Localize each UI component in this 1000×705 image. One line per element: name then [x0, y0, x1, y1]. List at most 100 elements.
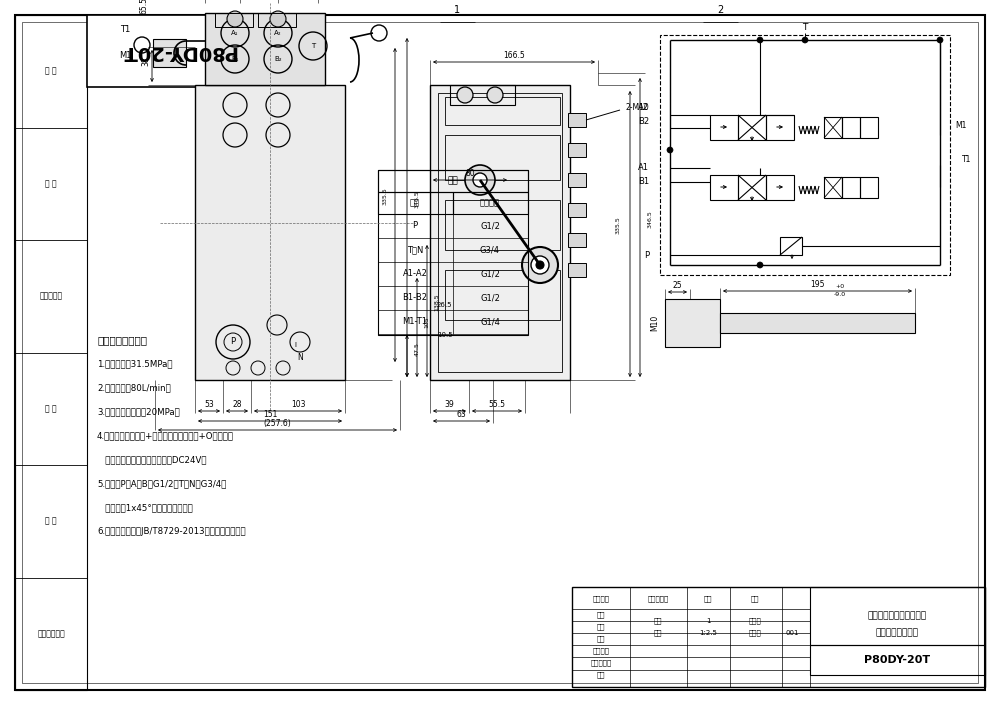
Text: 日期: 日期: [751, 596, 759, 602]
Text: -9.0: -9.0: [834, 292, 846, 297]
Bar: [378, 170, 528, 192]
Text: 电磁控二联多路阀: 电磁控二联多路阀: [876, 628, 918, 637]
Text: G1/4: G1/4: [480, 317, 500, 326]
Text: 3.溢流阀调定压力：20MPa；: 3.溢流阀调定压力：20MPa；: [97, 407, 180, 417]
Bar: [258, 13, 296, 27]
Bar: [215, 13, 253, 27]
Text: M1: M1: [955, 121, 966, 130]
Text: 4.控制方式：电液控+手动控制，弹簧复拉+O型阀杆；: 4.控制方式：电液控+手动控制，弹簧复拉+O型阀杆；: [97, 431, 234, 441]
Bar: [810, 587, 985, 645]
Circle shape: [536, 261, 544, 269]
Text: 5.油口：P、A、B为G1/2；T、N为G3/4；: 5.油口：P、A、B为G1/2；T、N为G3/4；: [97, 479, 226, 489]
Bar: [453, 192, 528, 214]
Text: 47.5: 47.5: [415, 342, 420, 356]
Bar: [568, 203, 586, 217]
Text: 103: 103: [291, 400, 305, 409]
Text: 审核: 审核: [597, 672, 605, 678]
Bar: [205, 13, 325, 85]
Text: T、N: T、N: [407, 245, 423, 255]
Bar: [710, 175, 738, 200]
Text: 346.5: 346.5: [415, 190, 420, 207]
Text: T1: T1: [120, 25, 130, 34]
Text: 195: 195: [810, 280, 825, 289]
Text: 阀体: 阀体: [448, 176, 458, 185]
Text: G1/2: G1/2: [480, 221, 500, 231]
Bar: [810, 645, 985, 675]
Text: 2.公称流量：80L/min；: 2.公称流量：80L/min；: [97, 384, 171, 393]
Text: 25: 25: [673, 281, 682, 290]
Bar: [780, 237, 802, 255]
Text: 更改文件号: 更改文件号: [647, 596, 669, 602]
Text: 校 对: 校 对: [45, 404, 57, 413]
Circle shape: [802, 37, 808, 43]
Bar: [87, 15, 272, 87]
Bar: [568, 263, 586, 277]
Text: 信道用件登记: 信道用件登记: [37, 630, 65, 638]
Text: 346.5: 346.5: [648, 210, 652, 228]
Text: 335.5: 335.5: [382, 188, 388, 205]
Text: 28: 28: [232, 400, 242, 409]
Bar: [572, 587, 985, 687]
Circle shape: [757, 37, 763, 43]
Bar: [842, 117, 860, 138]
Bar: [766, 175, 794, 200]
Circle shape: [757, 262, 763, 268]
Bar: [445, 135, 560, 180]
Text: I: I: [294, 342, 296, 348]
Text: A₂: A₂: [274, 30, 282, 36]
Bar: [738, 115, 766, 140]
Text: 标准化检查: 标准化检查: [590, 660, 612, 666]
Text: P80DY-20T: P80DY-20T: [121, 42, 237, 61]
Circle shape: [487, 87, 503, 103]
Bar: [860, 177, 878, 198]
Bar: [860, 117, 878, 138]
Text: 55.5: 55.5: [488, 400, 506, 409]
Bar: [766, 115, 794, 140]
Text: B1: B1: [638, 178, 649, 187]
Text: G1/2: G1/2: [480, 293, 500, 302]
Bar: [824, 117, 842, 138]
Text: 日 期: 日 期: [45, 67, 57, 75]
Text: T: T: [802, 23, 808, 32]
Circle shape: [457, 87, 473, 103]
Bar: [445, 97, 560, 125]
Bar: [568, 173, 586, 187]
Text: 65.5: 65.5: [140, 0, 148, 15]
Text: P: P: [230, 338, 236, 346]
Text: 2-M10: 2-M10: [625, 104, 649, 113]
Text: 油口倒觙1x45°，均为平面密封；: 油口倒觙1x45°，均为平面密封；: [97, 503, 193, 513]
Bar: [568, 113, 586, 127]
Circle shape: [531, 256, 549, 274]
Text: B₂: B₂: [274, 56, 282, 62]
Text: 63: 63: [457, 410, 466, 419]
Text: B₁: B₁: [231, 56, 239, 62]
Bar: [568, 233, 586, 247]
Text: M1-T1: M1-T1: [402, 317, 428, 326]
Text: 签 字: 签 字: [45, 179, 57, 188]
Text: A1-A2: A1-A2: [403, 269, 427, 278]
Text: 接口: 接口: [410, 199, 420, 207]
Text: 签字: 签字: [704, 596, 712, 602]
Bar: [568, 143, 586, 157]
Text: 105: 105: [424, 316, 430, 328]
Bar: [430, 85, 570, 380]
Text: (257.6): (257.6): [264, 419, 291, 428]
Text: +0: +0: [835, 285, 845, 290]
Text: 6.产品验收标准按JB/T8729-2013液压多路换向阀。: 6.产品验收标准按JB/T8729-2013液压多路换向阀。: [97, 527, 246, 537]
Text: 底本号: 底本号: [749, 618, 761, 625]
Text: 001: 001: [785, 630, 799, 636]
Text: N: N: [297, 353, 303, 362]
Circle shape: [270, 11, 286, 27]
Text: M1: M1: [119, 51, 131, 59]
Text: 制图: 制图: [597, 612, 605, 618]
Text: P: P: [412, 221, 418, 231]
Text: 图样标记: 图样标记: [592, 596, 610, 602]
Bar: [450, 85, 515, 105]
Text: P: P: [644, 250, 649, 259]
Bar: [665, 299, 720, 347]
Circle shape: [227, 11, 243, 27]
Text: G3/4: G3/4: [480, 245, 500, 255]
Text: 26.5: 26.5: [437, 302, 452, 308]
Text: M10: M10: [650, 315, 660, 331]
Text: 10.5: 10.5: [437, 332, 453, 338]
